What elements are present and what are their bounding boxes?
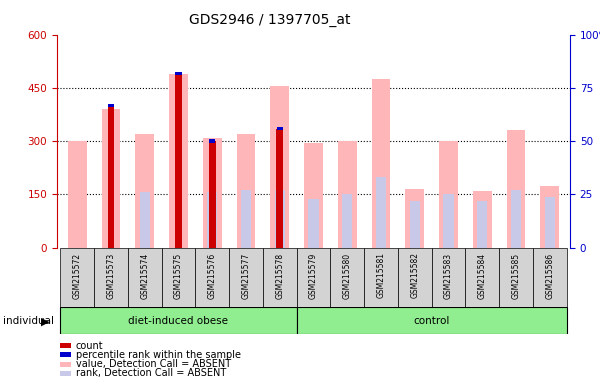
Bar — [169, 74, 188, 248]
Text: GSM215581: GSM215581 — [377, 252, 386, 298]
Bar — [140, 192, 150, 248]
Text: rank, Detection Call = ABSENT: rank, Detection Call = ABSENT — [76, 368, 226, 378]
Text: GSM215582: GSM215582 — [410, 252, 419, 298]
Bar — [304, 143, 323, 248]
Text: GSM215580: GSM215580 — [343, 252, 352, 299]
Text: value, Detection Call = ABSENT: value, Detection Call = ABSENT — [76, 359, 231, 369]
Bar — [277, 127, 283, 131]
Bar — [406, 189, 424, 248]
Bar — [372, 79, 390, 248]
Bar — [271, 86, 289, 248]
Bar — [477, 201, 487, 248]
Bar — [364, 248, 398, 307]
Text: GSM215573: GSM215573 — [107, 252, 115, 299]
Bar — [209, 141, 215, 248]
Bar — [410, 201, 420, 248]
Text: percentile rank within the sample: percentile rank within the sample — [76, 350, 241, 360]
Bar — [308, 199, 319, 248]
Bar — [263, 248, 296, 307]
Text: GSM215586: GSM215586 — [545, 252, 554, 299]
Bar — [175, 74, 182, 248]
Text: ▶: ▶ — [41, 316, 49, 326]
Bar — [275, 190, 285, 248]
Text: individual: individual — [3, 316, 54, 326]
Bar — [376, 177, 386, 248]
Bar — [439, 141, 458, 248]
Text: GSM215575: GSM215575 — [174, 252, 183, 299]
Bar — [209, 139, 215, 143]
Bar — [203, 137, 221, 248]
Text: GSM215576: GSM215576 — [208, 252, 217, 299]
Text: GSM215583: GSM215583 — [444, 252, 453, 299]
Bar — [507, 131, 525, 248]
Bar — [398, 248, 431, 307]
Bar — [511, 190, 521, 248]
Bar — [136, 134, 154, 248]
Bar — [102, 109, 120, 248]
Bar — [533, 248, 566, 307]
Bar — [175, 72, 182, 75]
Text: GSM215579: GSM215579 — [309, 252, 318, 299]
Bar — [473, 191, 491, 248]
Bar — [128, 248, 161, 307]
Text: GDS2946 / 1397705_at: GDS2946 / 1397705_at — [189, 13, 351, 27]
Bar — [241, 190, 251, 248]
Bar — [431, 248, 466, 307]
Bar — [94, 248, 128, 307]
Bar — [342, 194, 352, 248]
Bar — [207, 192, 217, 248]
Text: GSM215577: GSM215577 — [241, 252, 251, 299]
Bar — [338, 141, 356, 248]
Bar — [499, 248, 533, 307]
Text: control: control — [413, 316, 450, 326]
Text: diet-induced obese: diet-induced obese — [128, 316, 229, 326]
Bar — [107, 106, 115, 248]
Bar — [196, 248, 229, 307]
Text: GSM215572: GSM215572 — [73, 252, 82, 299]
Bar — [331, 248, 364, 307]
Bar — [296, 248, 331, 307]
Bar — [161, 248, 196, 307]
Bar — [296, 307, 566, 334]
Bar — [541, 185, 559, 248]
Text: GSM215585: GSM215585 — [511, 252, 521, 299]
Bar — [61, 248, 94, 307]
Bar — [466, 248, 499, 307]
Bar — [277, 129, 283, 248]
Text: GSM215584: GSM215584 — [478, 252, 487, 299]
Bar — [443, 194, 454, 248]
Bar — [108, 104, 114, 108]
Text: GSM215574: GSM215574 — [140, 252, 149, 299]
Bar — [545, 197, 555, 248]
Bar — [237, 134, 255, 248]
Bar — [68, 141, 86, 248]
Text: count: count — [76, 341, 103, 351]
Bar — [61, 307, 296, 334]
Bar — [229, 248, 263, 307]
Text: GSM215578: GSM215578 — [275, 252, 284, 299]
